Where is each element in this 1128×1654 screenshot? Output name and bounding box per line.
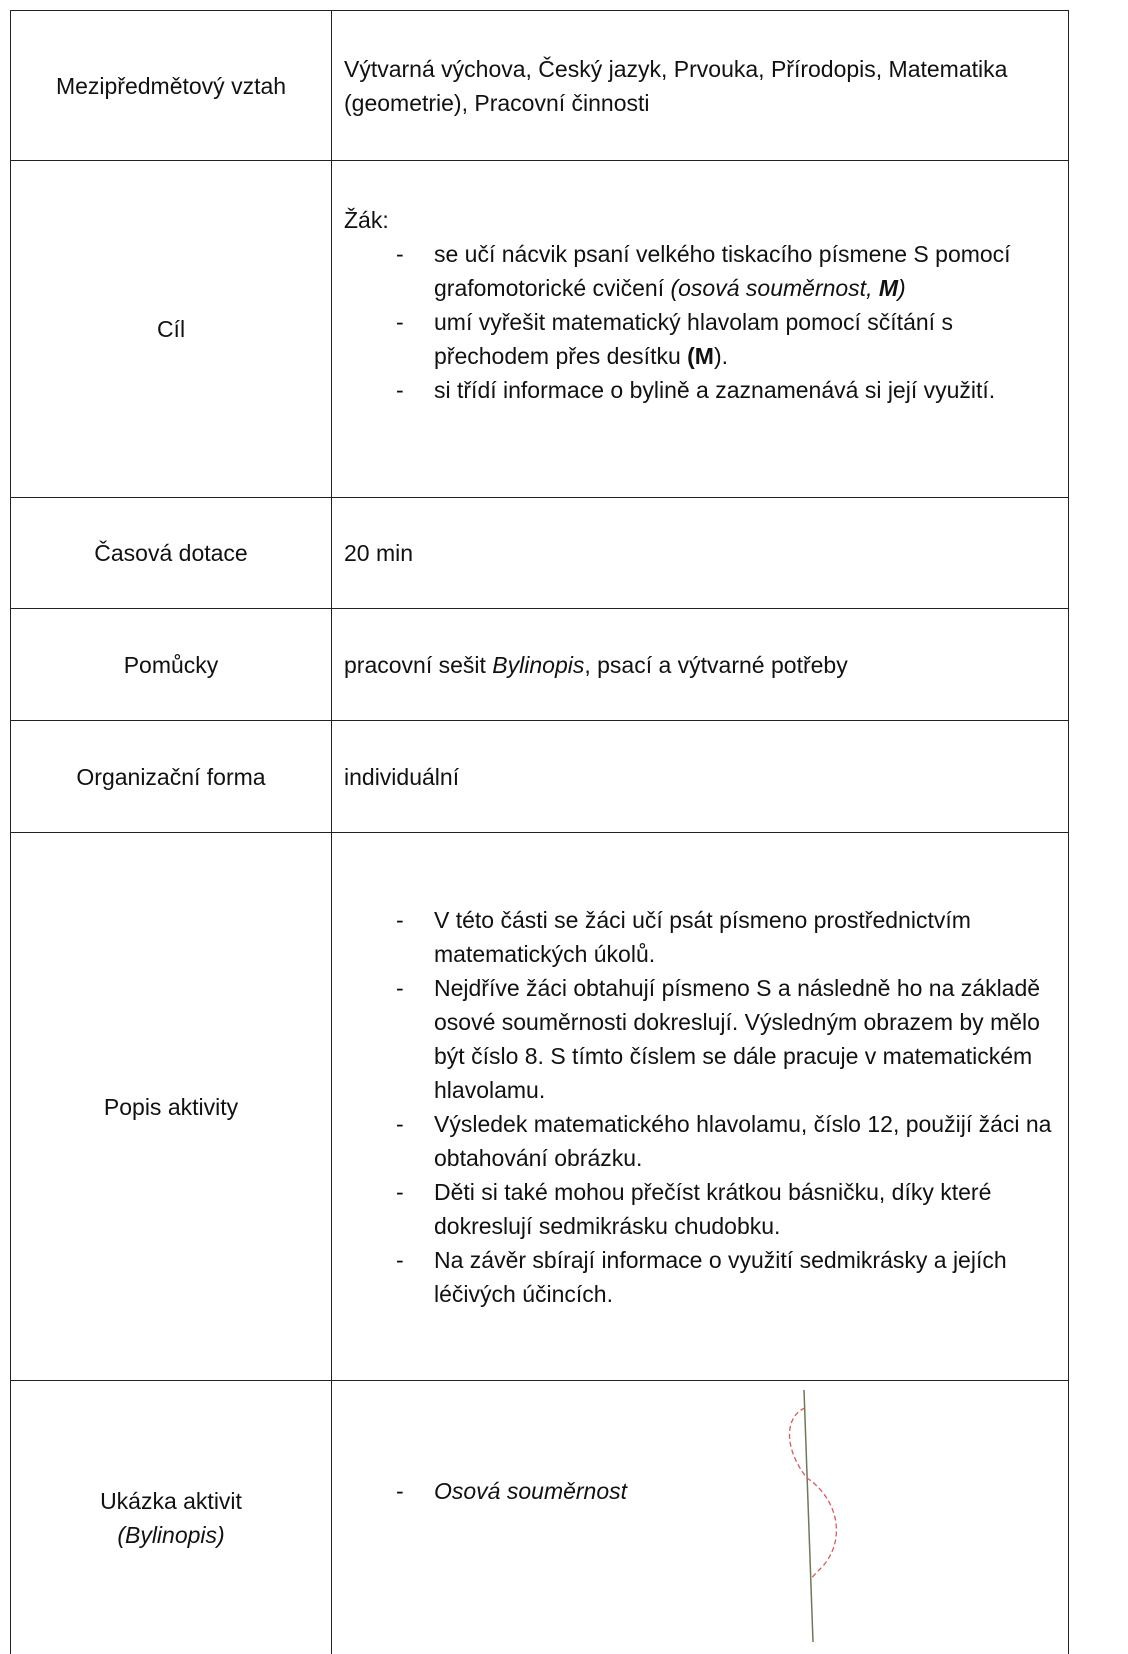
row-content-cell: Žák: - se učí nácvik psaní velkého tiskac…	[332, 161, 1068, 497]
text-run: , psací a výtvarné potřeby	[584, 651, 848, 678]
row-label: Popis aktivity	[103, 1093, 239, 1120]
row-text: 20 min	[344, 540, 414, 566]
row-label-cell: Cíl	[11, 161, 332, 497]
table-row: Popis aktivity - V této části se žáci učí…	[10, 832, 1069, 1380]
row-label: (Bylinopis)	[117, 1521, 225, 1548]
row-content-cell: - V této části se žáci učí psát písmeno p…	[332, 833, 1068, 1380]
row-text: pracovní sešit Bylinopis, psací a výtvar…	[344, 648, 1056, 682]
list-item: - umí vyřešit matematický hlavolam pomocí…	[344, 305, 1056, 373]
text-run: V této části se žáci učí psát písmeno pr…	[434, 906, 971, 967]
row-label-cell: Ukázka aktivit (Bylinopis)	[11, 1381, 332, 1654]
table-row: Ukázka aktivit (Bylinopis) - Osová souměr…	[10, 1380, 1069, 1654]
row-label: Cíl	[156, 316, 186, 342]
axis-line	[803, 1389, 814, 1643]
row-text: individuální	[344, 763, 460, 790]
table-row: Časová dotace 20 min	[10, 497, 1069, 608]
list-item: - Na závěr sbírají informace o využití se…	[344, 1243, 1056, 1311]
text-run: se učí nácvik psaní velkého tiskacího pí…	[434, 241, 1011, 301]
bullet: -	[396, 1178, 404, 1205]
row-label: Organizační forma	[76, 763, 266, 790]
bullet: -	[396, 1478, 404, 1504]
text-run: Děti si také mohou přečíst krátkou básni…	[434, 1178, 992, 1239]
row-content-cell: pracovní sešit Bylinopis, psací a výtvar…	[332, 609, 1068, 720]
list-item: - Výsledek matematického hlavolamu, číslo…	[344, 1107, 1056, 1175]
row-label: Ukázka aktivit	[100, 1487, 242, 1514]
text-run: pracovní sešit	[344, 651, 493, 678]
bullet: -	[396, 309, 404, 335]
text-run: ).	[713, 343, 729, 369]
list-item: - se učí nácvik psaní velkého tiskacího p…	[344, 237, 1056, 305]
text-run: Bylinopis	[492, 651, 585, 678]
list-item: - V této části se žáci učí psát písmeno p…	[344, 903, 1056, 971]
text-run: M	[878, 275, 899, 301]
row-text: Výtvarná výchova, Český jazyk, Prvouka, …	[344, 55, 1008, 116]
text-run: )	[898, 275, 906, 301]
dashed-curve	[788, 1407, 838, 1581]
row-label: Pomůcky	[123, 651, 219, 678]
row-content-cell: 20 min	[332, 498, 1068, 608]
list-item: - si třídí informace o bylině a zaznamená…	[344, 373, 1056, 407]
row-label-cell: Organizační forma	[11, 721, 332, 832]
symmetry-sketch	[788, 1389, 838, 1643]
row-label: Mezipředmětový vztah	[55, 72, 287, 99]
text-run: Na závěr sbírají informace o využití sed…	[434, 1246, 1007, 1307]
table-row: Mezipředmětový vztah Výtvarná výchova, Č…	[10, 10, 1069, 160]
bullet: -	[396, 377, 404, 403]
bullet: -	[396, 241, 404, 267]
row-label-cell: Časová dotace	[11, 498, 332, 608]
bullet: -	[396, 974, 404, 1001]
table-row: Pomůcky pracovní sešit Bylinopis, psací …	[10, 608, 1069, 720]
row-label-cell: Mezipředmětový vztah	[11, 11, 332, 160]
text-run: (osová souměrnost,	[670, 275, 879, 301]
bullet: -	[396, 906, 404, 933]
text-run: Osová souměrnost	[434, 1478, 628, 1504]
text-run: si třídí informace o bylině a zaznamenáv…	[434, 377, 996, 403]
list-item: - Osová souměrnost	[344, 1474, 1056, 1508]
row-label-cell: Popis aktivity	[11, 833, 332, 1380]
text-run: (M	[687, 343, 714, 369]
list-item: - Nejdříve žáci obtahují písmeno S a násl…	[344, 971, 1056, 1107]
row-label-cell: Pomůcky	[11, 609, 332, 720]
bullet: -	[396, 1110, 404, 1137]
table-row: Organizační forma individuální	[10, 720, 1069, 832]
row-content-cell: Výtvarná výchova, Český jazyk, Prvouka, …	[332, 11, 1068, 160]
text-run: umí vyřešit matematický hlavolam pomocí …	[434, 309, 953, 369]
bullet: -	[396, 1246, 404, 1273]
row-label: Časová dotace	[94, 540, 248, 566]
table-row: Cíl Žák: - se učí nácvik psaní velkého ti…	[10, 160, 1069, 497]
intro: Žák:	[344, 207, 389, 233]
row-content-cell: individuální	[332, 721, 1068, 832]
row-content-cell: - Osová souměrnost	[332, 1381, 1068, 1654]
text-run: Nejdříve žáci obtahují písmeno S a násle…	[434, 974, 1041, 1103]
text-run: Výsledek matematického hlavolamu, číslo …	[434, 1110, 1052, 1171]
list-item: - Děti si také mohou přečíst krátkou básn…	[344, 1175, 1056, 1243]
